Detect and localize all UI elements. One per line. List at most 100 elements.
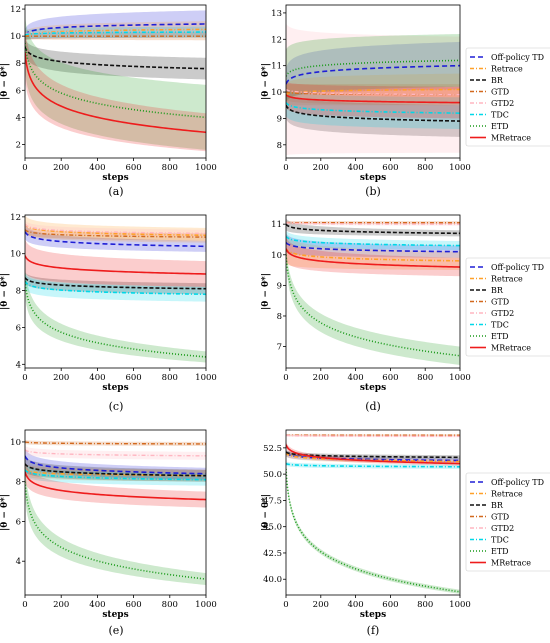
chart-panel-a: 0 200 400 600 800 1000 2 4 6 8 10 12 steps |θ − θ*| (a…	[0, 4, 217, 198]
series-line-retrace	[286, 248, 460, 262]
y-tick-label: 8	[277, 312, 282, 322]
x-tick-label: 0	[283, 600, 288, 610]
y-tick-label: 7	[277, 343, 282, 353]
legend-box	[465, 472, 550, 572]
series-line-br	[286, 223, 460, 235]
y-tick-label: 8	[277, 141, 282, 151]
series-line-gtd2	[25, 449, 206, 457]
x-tick-label: 800	[417, 600, 433, 610]
x-tick-label: 1000	[195, 600, 217, 610]
y-tick-label: 11	[271, 62, 282, 72]
x-tick-label: 400	[347, 163, 363, 173]
legend-entry: BR	[491, 286, 504, 295]
plot-area	[25, 215, 206, 363]
series-line-gtd2	[25, 223, 206, 235]
series-line-retrace	[25, 223, 206, 237]
series-line-br	[25, 277, 206, 290]
x-tick-label: 800	[417, 373, 433, 383]
x-tick-label: 1000	[449, 600, 471, 610]
x-axis-label: steps	[102, 173, 128, 183]
y-axis-label: |θ − θ*|	[0, 273, 10, 310]
band-off-policy-td	[25, 447, 206, 480]
x-tick-label: 600	[125, 600, 141, 610]
legend-entry: TDC	[491, 111, 509, 120]
plot-area	[286, 218, 460, 365]
legend-entry: TDC	[491, 321, 509, 330]
legend-entry: Retrace	[491, 65, 523, 74]
y-tick-label: 47.5	[263, 496, 282, 506]
series-line-etd	[25, 42, 206, 119]
y-tick-label: 50.0	[263, 470, 282, 480]
x-axis-label: steps	[360, 173, 386, 183]
x-tick-label: 200	[53, 373, 69, 383]
series-line-gtd2	[286, 221, 460, 225]
x-axis-label: steps	[102, 383, 128, 393]
legend-entry: BR	[491, 76, 504, 85]
plot-area	[25, 439, 206, 586]
series-line-gtd	[25, 441, 206, 445]
x-axis-label: steps	[360, 610, 386, 620]
y-tick-label: 42.5	[263, 549, 282, 559]
chart-panel-f: 0 200 400 600 800 1000 40.0 42.5 45.0 47.5 50.0 52.…	[261, 429, 550, 637]
band-etd	[286, 245, 460, 365]
x-tick-label: 1000	[449, 373, 471, 383]
y-tick-label: 9	[277, 281, 282, 291]
band-br	[25, 272, 206, 295]
x-tick-label: 200	[313, 163, 329, 173]
series-line-gtd2	[286, 88, 460, 96]
panel-caption: (f)	[367, 624, 380, 637]
x-tick-label: 600	[382, 600, 398, 610]
series-line-mretrace	[286, 94, 460, 104]
y-tick-label: 2	[16, 140, 21, 150]
plot-area	[25, 10, 206, 152]
y-tick-label: 9	[277, 114, 282, 124]
y-tick-label: 10	[10, 250, 21, 260]
series-line-off-policy-td	[25, 455, 206, 475]
plot-area	[286, 434, 460, 594]
series-line-retrace	[25, 469, 206, 477]
y-tick-label: 12	[10, 213, 21, 223]
x-tick-label: 800	[162, 373, 178, 383]
x-tick-label: 400	[347, 373, 363, 383]
x-tick-label: 600	[125, 373, 141, 383]
legend-box	[465, 257, 550, 357]
legend-entry: GTD2	[491, 309, 514, 318]
legend: Off-policy TD Retrace BR GTD GTD2 TDC ETD MRetr…	[465, 257, 550, 357]
band-mretrace	[25, 238, 206, 287]
y-tick-label: 40.0	[263, 575, 282, 585]
panel-caption: (b)	[365, 185, 381, 198]
series-line-retrace	[286, 88, 460, 96]
series-line-gtd	[25, 229, 206, 238]
y-tick-label: 12	[10, 5, 21, 15]
axes-frame	[24, 214, 207, 369]
chart-panel-d: 0 200 400 600 800 1000 7 8 9 10 11 steps |θ − θ*| (d)…	[261, 214, 550, 413]
x-tick-label: 800	[162, 600, 178, 610]
series-line-etd	[25, 281, 206, 358]
y-axis-label: |θ − θ*|	[261, 494, 271, 531]
x-tick-label: 200	[313, 600, 329, 610]
y-tick-label: 8	[16, 59, 21, 69]
y-axis-label: |θ − θ*|	[0, 63, 10, 100]
y-tick-label: 10	[271, 88, 282, 98]
panel-caption: (c)	[109, 400, 124, 413]
x-tick-label: 600	[382, 163, 398, 173]
chart-panel-e: 0 200 400 600 800 1000 4 6 8 10 steps |θ − θ*| (e)	[0, 429, 217, 637]
band-mretrace	[25, 461, 206, 508]
series-line-gtd2	[286, 434, 460, 438]
panel-caption: (d)	[365, 400, 381, 413]
y-tick-label: 13	[271, 9, 282, 19]
axes-frame	[24, 4, 207, 159]
band-br	[286, 449, 460, 460]
panel-caption: (a)	[108, 185, 123, 198]
series-line-off-policy-td	[25, 231, 206, 248]
legend-entry: Retrace	[491, 275, 523, 284]
chart-panel-c: 0 200 400 600 800 1000 4 6 8 10 12 steps |θ − θ*| (c)	[0, 213, 217, 413]
x-tick-label: 200	[313, 373, 329, 383]
legend: Off-policy TD Retrace BR GTD GTD2 TDC ETD MRetr…	[465, 472, 550, 572]
y-tick-label: 6	[16, 323, 21, 333]
x-axis-label: steps	[102, 610, 128, 620]
series-line-br	[286, 104, 460, 122]
plot-area	[286, 23, 460, 156]
y-axis-label: |θ − θ*|	[261, 273, 271, 310]
